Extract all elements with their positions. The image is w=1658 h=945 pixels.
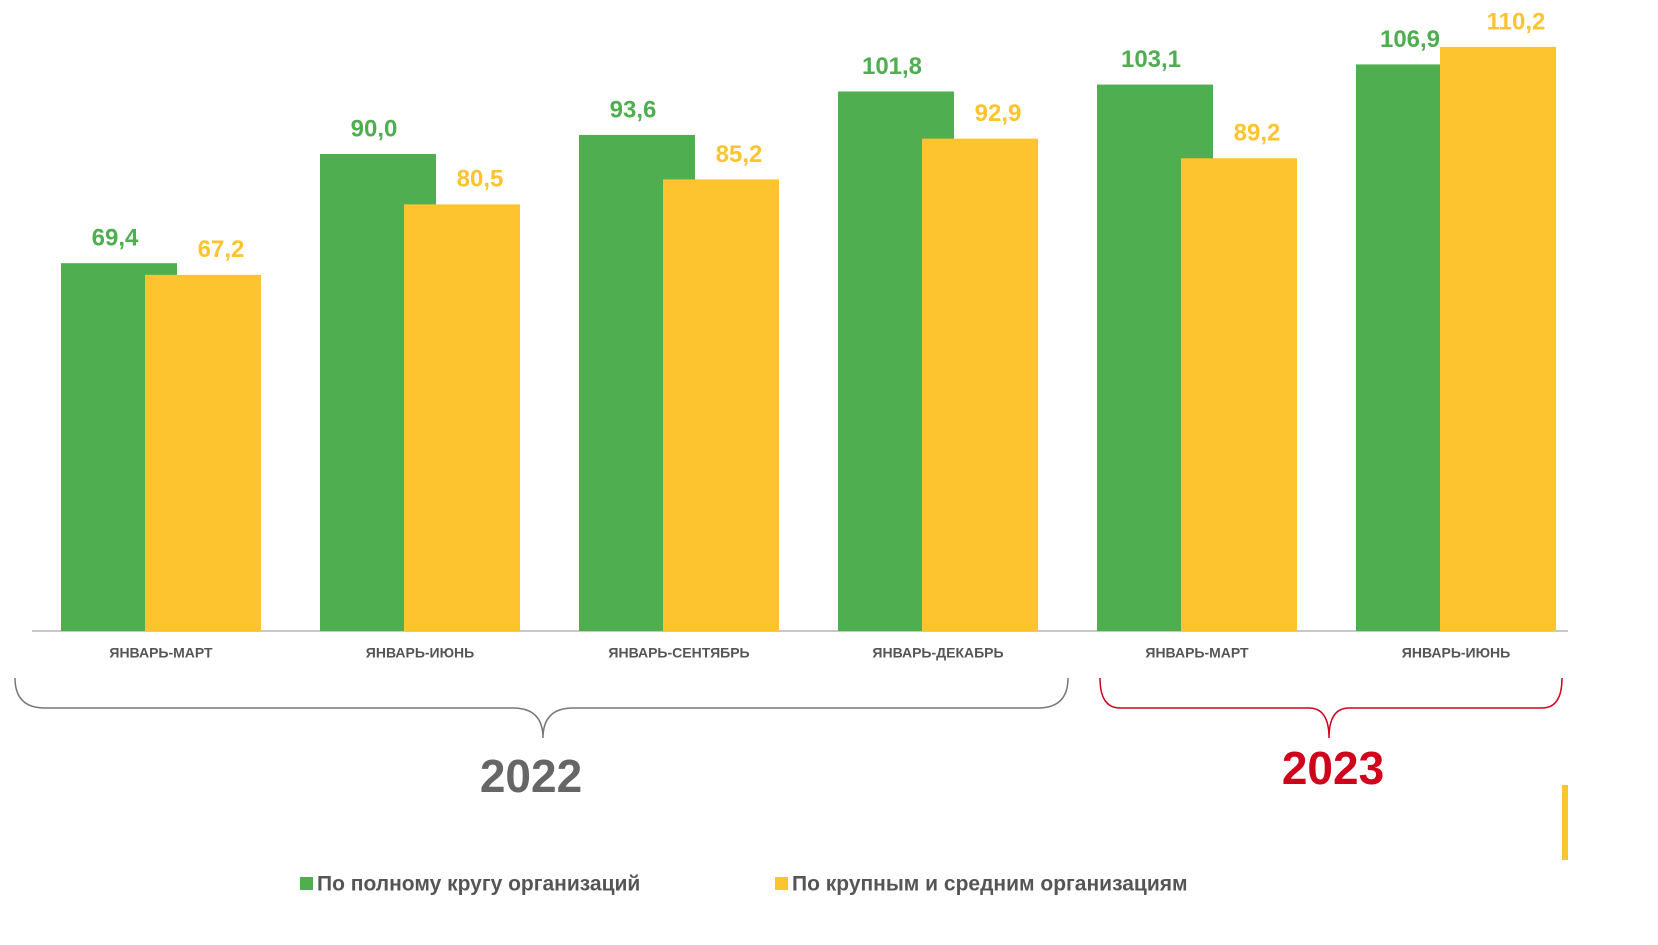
bar [145,274,261,631]
group-brace [1099,677,1563,739]
group-label: 2023 [1282,742,1384,794]
data-label: 106,9 [1380,26,1440,53]
bar [1181,158,1297,632]
x-tick-label: ЯНВАРЬ-СЕНТЯБРЬ [608,645,749,661]
bar [404,204,520,631]
data-label: 90,0 [351,115,398,142]
data-label: 93,6 [610,96,657,123]
data-label: 80,5 [457,166,504,193]
data-label: 92,9 [975,100,1022,127]
legend-swatch [775,877,788,890]
legend-label: По полному кругу организаций [317,873,640,896]
x-tick-label: ЯНВАРЬ-ИЮНЬ [1402,645,1510,661]
x-tick-label: ЯНВАРЬ-МАРТ [1145,645,1249,661]
bar [1440,46,1556,631]
bar [922,138,1038,631]
legend-swatch [300,877,313,890]
data-label: 67,2 [198,236,245,263]
legend-label: По крупным и средним организациям [792,873,1188,896]
group-label: 2022 [480,750,582,802]
bar [663,179,779,631]
data-label: 89,2 [1234,120,1281,147]
data-label: 85,2 [716,141,763,168]
x-tick-label: ЯНВАРЬ-МАРТ [109,645,213,661]
data-label: 101,8 [862,53,922,80]
data-label: 103,1 [1121,46,1181,73]
x-tick-label: ЯНВАРЬ-ИЮНЬ [366,645,474,661]
group-brace [14,677,1069,739]
data-label: 110,2 [1487,8,1546,35]
data-label: 69,4 [92,225,139,252]
decoration [1562,785,1568,860]
x-tick-label: ЯНВАРЬ-ДЕКАБРЬ [872,645,1003,661]
